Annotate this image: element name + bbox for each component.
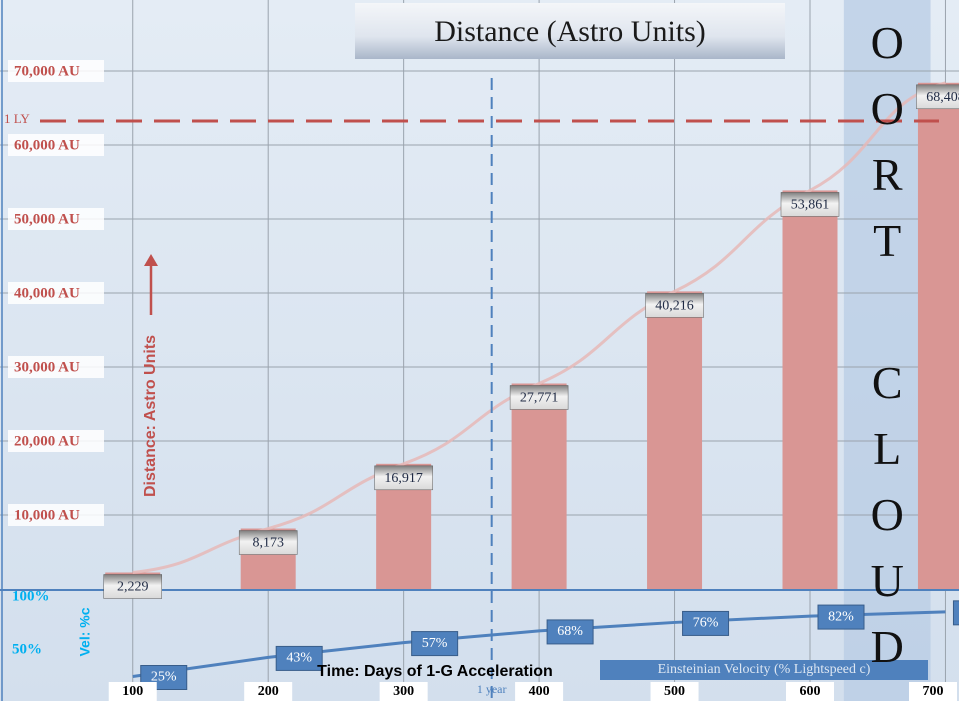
data-label-box [645, 293, 704, 318]
x-tick-label: 200 [258, 684, 279, 699]
y-tick-label: 60,000 AU [14, 137, 80, 153]
data-label: 53,861 [791, 198, 830, 213]
velocity-label: 76% [693, 616, 719, 631]
y-axis-arrowhead [144, 254, 158, 266]
data-label: 2,229 [117, 580, 149, 595]
x-tick-label: 300 [393, 684, 414, 699]
velocity-label: 68% [557, 624, 583, 639]
velocity-label-box [682, 610, 730, 636]
y-tick-label-box [8, 208, 104, 230]
distance-curve [132, 81, 946, 574]
bar [782, 190, 838, 590]
x-tick-label: 400 [529, 684, 550, 699]
x-tick-label: 500 [664, 684, 685, 699]
x-tick-label: 700 [923, 684, 944, 699]
x-tick-label-box [650, 682, 699, 701]
data-label-box [509, 385, 569, 410]
velocity-label: 57% [422, 636, 448, 651]
chart-title: Distance (Astro Units) [434, 15, 706, 48]
legend-box [600, 660, 928, 680]
y-tick-label-box [8, 282, 104, 304]
velocity-label: 43% [286, 651, 312, 666]
data-label: 8,173 [252, 536, 284, 551]
velocity-label-box [411, 631, 459, 657]
x-tick-label-box [909, 682, 957, 701]
y2-tick-label: 100% [12, 588, 50, 604]
data-label-box [103, 574, 162, 599]
x-axis-label: Time: Days of 1-G Acceleration [317, 663, 553, 680]
y-tick-label: 50,000 AU [14, 211, 80, 227]
velocity-label: 25% [151, 670, 177, 685]
light-year-label: 1 LY [4, 111, 30, 126]
title-box [355, 3, 785, 59]
data-label: 40,216 [655, 299, 694, 314]
x-tick-label-box [515, 682, 564, 701]
velocity-line [132, 610, 946, 678]
velocity-label-box [817, 604, 865, 630]
data-label-box [780, 192, 840, 217]
y-tick-label-box [8, 134, 104, 156]
legend-label: Einsteinian Velocity (% Lightspeed c) [658, 662, 871, 677]
y-tick-label: 30,000 AU [14, 359, 80, 375]
y-tick-label-box [8, 60, 104, 82]
oort-band [843, 0, 931, 701]
x-tick-label-box [379, 682, 428, 701]
y-tick-label: 40,000 AU [14, 285, 80, 301]
bar [647, 291, 703, 589]
data-label-box [374, 465, 433, 491]
y-tick-label-box [8, 430, 104, 452]
y-tick-label: 70,000 AU [14, 63, 80, 79]
y2-tick-label: 50% [12, 641, 42, 657]
velocity-label-box [952, 600, 959, 626]
bar [917, 82, 959, 590]
data-label-box [238, 530, 298, 555]
x-tick-label-box [786, 682, 835, 701]
y-tick-label: 20,000 AU [14, 433, 80, 449]
x-tick-label: 600 [800, 684, 821, 699]
data-label: 68,408 [926, 90, 959, 105]
x-tick-label-box [108, 682, 157, 701]
x-tick-label: 100 [122, 684, 143, 699]
bar [511, 383, 567, 589]
oort-cloud-label: OORT [870, 17, 904, 266]
y-tick-label: 10,000 AU [14, 507, 80, 523]
oort-cloud-label: CLOUD [870, 357, 904, 672]
velocity-label: 82% [828, 609, 854, 624]
one-year-label: 1 year [477, 682, 507, 696]
y-tick-label-box [8, 504, 104, 526]
data-label: 16,917 [384, 471, 423, 486]
velocity-label-box [546, 619, 594, 645]
x-tick-label-box [244, 682, 293, 701]
y-tick-label-box [8, 356, 104, 378]
y-axis-label: Distance: Astro Units [142, 335, 159, 497]
y2-axis-label: Vel: %c [77, 607, 93, 656]
data-label: 27,771 [520, 391, 559, 406]
velocity-label-box [275, 645, 323, 671]
data-label-box [916, 84, 959, 110]
